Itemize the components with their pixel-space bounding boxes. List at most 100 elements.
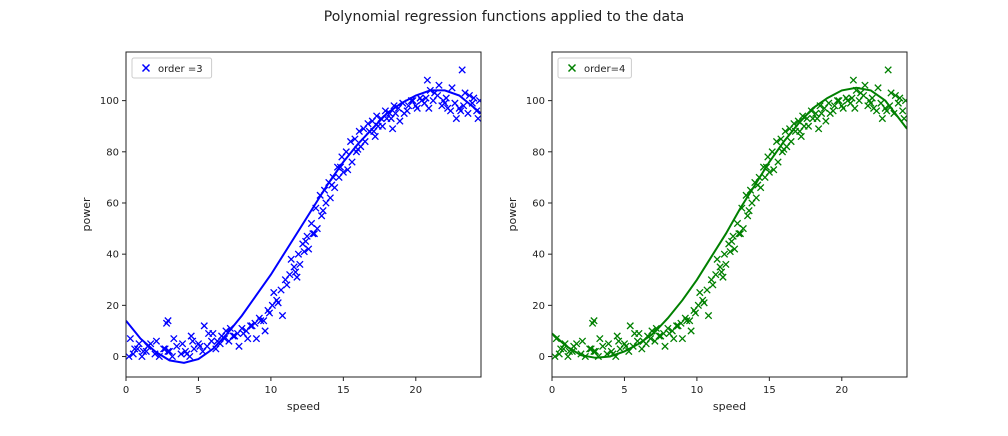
- data-point: [730, 245, 739, 253]
- data-point: [238, 324, 246, 333]
- data-point: [822, 117, 830, 125]
- y-tick-label: 0: [539, 352, 545, 363]
- data-point: [283, 281, 291, 289]
- y-tick-label: 100: [526, 96, 545, 107]
- data-point: [809, 114, 817, 123]
- data-point: [459, 102, 468, 110]
- y-tick-label: 60: [106, 198, 119, 209]
- data-point: [599, 342, 607, 350]
- data-point: [160, 345, 168, 353]
- data-point: [183, 350, 191, 358]
- data-point: [687, 327, 695, 335]
- legend-marker: [141, 63, 151, 73]
- data-point: [386, 109, 394, 118]
- x-tick-label: 0: [549, 385, 555, 396]
- data-point: [422, 94, 430, 102]
- data-point: [657, 332, 665, 340]
- data-point: [265, 309, 274, 317]
- data-point: [290, 263, 298, 271]
- data-point: [557, 345, 565, 353]
- y-axis-label: power: [80, 197, 93, 231]
- data-point: [800, 122, 808, 130]
- data-point: [878, 114, 887, 123]
- data-point: [177, 350, 185, 358]
- data-point: [294, 250, 303, 258]
- y-tick-label: 40: [532, 250, 545, 261]
- data-point: [165, 347, 174, 356]
- data-point: [691, 309, 700, 317]
- regression-curve: [552, 86, 907, 359]
- data-point: [716, 263, 724, 271]
- data-point: [400, 109, 408, 118]
- data-point: [683, 317, 691, 325]
- data-point: [475, 96, 481, 105]
- data-point: [696, 288, 704, 297]
- data-point: [765, 168, 774, 176]
- data-point: [339, 168, 348, 176]
- data-point: [797, 132, 805, 141]
- data-point: [839, 104, 847, 112]
- data-point: [304, 245, 313, 253]
- data-point: [333, 163, 342, 171]
- data-point: [373, 112, 381, 120]
- data-point: [441, 99, 449, 107]
- data-point: [552, 352, 559, 361]
- data-point: [604, 340, 613, 348]
- data-point: [313, 224, 321, 233]
- data-point: [252, 334, 261, 343]
- data-point: [391, 109, 400, 118]
- data-point: [142, 347, 150, 356]
- data-point: [861, 81, 869, 89]
- data-point: [726, 247, 734, 256]
- data-point: [348, 158, 356, 166]
- data-point: [614, 337, 623, 345]
- data-point: [678, 334, 687, 343]
- data-point: [244, 334, 252, 343]
- data-point: [461, 89, 469, 97]
- x-tick-label: 20: [409, 385, 422, 396]
- data-point: [278, 311, 287, 320]
- x-tick-label: 5: [195, 385, 201, 396]
- data-point: [891, 91, 900, 100]
- data-point: [248, 322, 256, 330]
- data-point: [613, 332, 621, 340]
- data-point: [131, 345, 139, 353]
- data-point: [470, 94, 478, 102]
- data-point: [302, 237, 310, 246]
- data-point: [883, 107, 891, 115]
- data-point: [235, 342, 243, 350]
- data-point: [590, 317, 598, 325]
- data-point: [229, 332, 237, 340]
- data-point: [596, 334, 604, 343]
- data-point: [743, 212, 752, 220]
- y-tick-label: 80: [532, 147, 545, 158]
- data-point: [774, 158, 782, 166]
- data-point: [139, 347, 148, 356]
- data-point: [161, 345, 169, 353]
- y-tick-label: 80: [106, 147, 119, 158]
- data-point: [200, 322, 208, 330]
- data-point: [635, 329, 643, 338]
- data-point: [672, 322, 681, 330]
- data-point: [465, 91, 474, 100]
- data-point: [825, 99, 833, 107]
- legend: order =3: [131, 57, 213, 79]
- data-point: [826, 109, 834, 118]
- data-point: [342, 148, 350, 156]
- legend-label: order=4: [584, 64, 625, 75]
- data-point: [739, 224, 747, 233]
- x-tick-label: 20: [835, 385, 848, 396]
- data-point: [717, 268, 726, 276]
- data-point: [812, 109, 820, 118]
- data-point: [351, 135, 359, 143]
- data-point: [848, 94, 856, 102]
- data-point: [188, 337, 197, 345]
- data-point: [748, 199, 756, 207]
- data-point: [413, 104, 421, 112]
- data-point: [626, 322, 634, 330]
- data-point: [464, 109, 472, 118]
- data-point: [814, 125, 823, 133]
- data-point: [704, 311, 713, 320]
- data-point: [729, 232, 737, 240]
